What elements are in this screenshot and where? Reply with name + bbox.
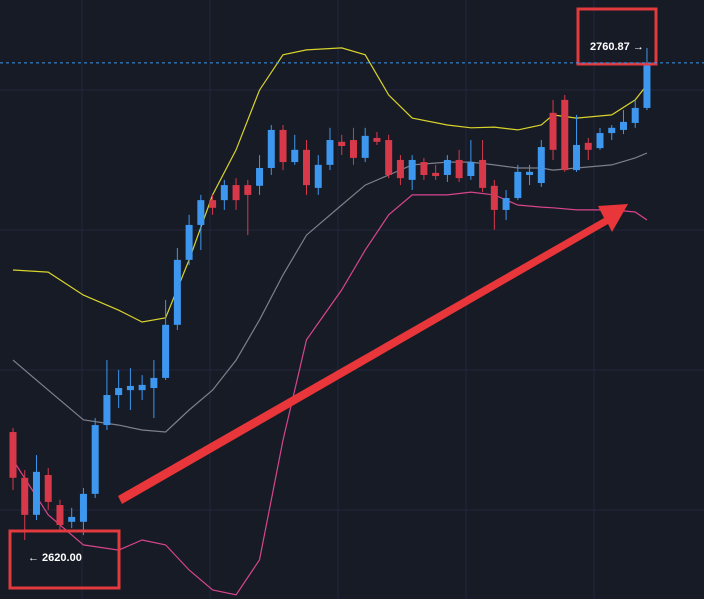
candles [9, 47, 651, 540]
candle-body [267, 129, 275, 168]
candle-body [584, 142, 592, 150]
candle-body [68, 516, 76, 522]
highlight-box [576, 7, 658, 66]
candle-body [162, 324, 170, 378]
highlight-box [8, 529, 121, 590]
trend-arrow [118, 204, 628, 504]
candle-body [373, 137, 381, 142]
candle-body [326, 140, 334, 165]
candle-body [209, 200, 217, 208]
candle-body [537, 147, 545, 184]
candle-body [526, 171, 534, 175]
candle-body [291, 149, 299, 163]
candle-body [220, 185, 228, 201]
candle-body [244, 185, 252, 195]
candle-body [44, 475, 52, 502]
candle-body [314, 164, 322, 188]
candle-body [21, 477, 29, 515]
high-label: 2760.87 → [590, 41, 644, 53]
candle-body [408, 159, 416, 180]
candle-body [619, 121, 627, 130]
candle-body [361, 135, 369, 158]
candle-body [432, 172, 440, 177]
candle-body [608, 127, 616, 134]
candle-body [232, 185, 240, 201]
candle-body [514, 171, 522, 199]
low-label: ← 2620.00 [28, 552, 82, 564]
candle-body [256, 167, 264, 186]
candle-body [79, 493, 87, 522]
candle-body [596, 133, 604, 149]
candle-body [479, 159, 487, 188]
candle-body [56, 505, 64, 525]
candle-body [467, 162, 475, 177]
candle-body [443, 159, 451, 175]
candle-body [126, 385, 134, 391]
candle-body [115, 388, 123, 396]
candle-body [385, 140, 393, 175]
candle-body [32, 471, 40, 515]
candle-body [573, 144, 581, 171]
candle-body [279, 129, 287, 163]
candle-body [91, 425, 99, 494]
band-line [12, 191, 648, 596]
candle-body [338, 141, 346, 146]
candle-body [420, 162, 428, 175]
candle-body [490, 185, 498, 210]
candle-body [396, 159, 404, 179]
candle-body [303, 149, 310, 186]
candle-body [549, 112, 557, 150]
candle-body [138, 384, 146, 391]
candle-body [197, 200, 205, 225]
candle-body [173, 259, 181, 325]
candle-body [9, 432, 17, 478]
candle-body [643, 62, 651, 108]
candle-body [631, 107, 639, 123]
candle-body [150, 377, 158, 389]
candle-body [349, 140, 357, 158]
candle-body [502, 198, 510, 210]
candle-body [185, 224, 193, 260]
band-line [12, 152, 648, 433]
candle-body [561, 99, 569, 171]
candle-body [455, 159, 463, 179]
candle-body [103, 395, 111, 426]
